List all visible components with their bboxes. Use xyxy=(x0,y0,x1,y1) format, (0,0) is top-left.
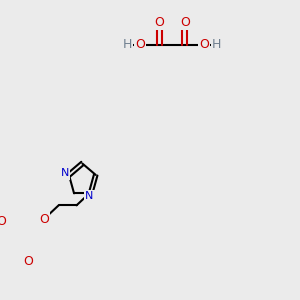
Text: O: O xyxy=(180,16,190,29)
Text: O: O xyxy=(0,215,6,228)
Text: N: N xyxy=(85,191,94,201)
Text: O: O xyxy=(135,38,145,52)
Text: H: H xyxy=(122,38,132,52)
Text: O: O xyxy=(23,255,33,268)
Text: O: O xyxy=(39,213,49,226)
Text: O: O xyxy=(154,16,164,29)
Text: H: H xyxy=(212,38,221,52)
Text: O: O xyxy=(199,38,209,52)
Text: N: N xyxy=(61,168,69,178)
